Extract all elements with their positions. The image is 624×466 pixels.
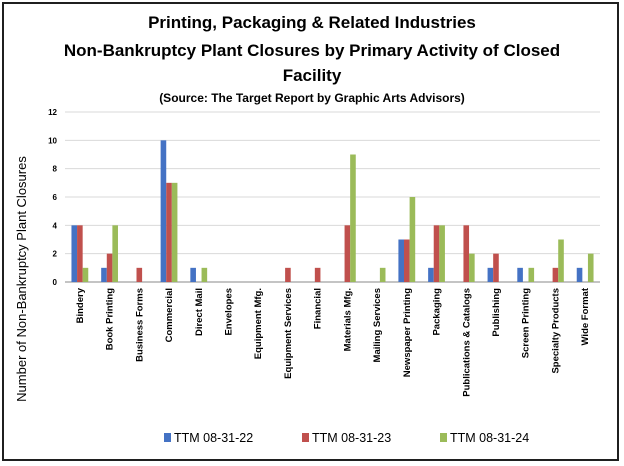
bar xyxy=(379,267,386,282)
y-tick-label: 12 xyxy=(48,108,57,117)
chart-subtitle: (Source: The Target Report by Graphic Ar… xyxy=(159,91,465,105)
x-tick-label: Bindery xyxy=(75,287,86,323)
y-tick-label: 4 xyxy=(53,221,58,230)
y-tick-label: 6 xyxy=(53,193,58,202)
legend-swatch xyxy=(164,433,171,442)
legend-swatch xyxy=(440,433,447,442)
legend-swatch xyxy=(302,433,309,442)
legend-label: TTM 08-31-22 xyxy=(174,431,253,445)
y-tick-label: 2 xyxy=(53,250,58,259)
y-tick-label: 0 xyxy=(53,278,58,287)
bar xyxy=(409,197,416,282)
bar xyxy=(136,267,143,282)
bar xyxy=(106,253,113,282)
chart-title-line-1: Printing, Packaging & Related Industries xyxy=(148,13,476,32)
bar xyxy=(576,267,583,282)
bar xyxy=(112,225,118,282)
legend-label: TTM 08-31-23 xyxy=(312,431,391,445)
legend-label: TTM 08-31-24 xyxy=(450,431,529,445)
x-tick-label: Specialty Products xyxy=(550,288,561,374)
x-tick-label: Business Forms xyxy=(134,288,145,362)
bar xyxy=(71,225,78,282)
x-tick-label: Wide Format xyxy=(580,287,591,345)
bar xyxy=(493,253,499,282)
bar xyxy=(314,267,321,282)
x-tick-label: Publishing xyxy=(491,288,502,337)
bar xyxy=(190,267,196,282)
bar xyxy=(201,267,208,282)
bar xyxy=(439,225,445,282)
chart-title-line-2: Non-Bankruptcy Plant Closures by Primary… xyxy=(63,41,561,60)
bar xyxy=(463,225,470,282)
bar xyxy=(398,239,405,282)
bar xyxy=(587,253,594,282)
bar xyxy=(285,267,291,282)
bar xyxy=(166,182,172,282)
bar xyxy=(517,267,523,282)
y-tick-label: 8 xyxy=(53,165,58,174)
bar xyxy=(160,140,167,282)
bar xyxy=(433,225,440,282)
bar xyxy=(428,267,434,282)
y-axis-title: Number of Non-Bankruptcy Plant Closures xyxy=(14,156,29,402)
x-tick-label: Equipment Mfg. xyxy=(253,288,264,359)
bar xyxy=(558,239,564,282)
x-tick-label: Publications & Catalogs xyxy=(461,288,472,397)
x-tick-label: Screen Printing xyxy=(521,288,532,358)
chart-title-line-3: Facility xyxy=(282,66,342,85)
bar xyxy=(171,182,178,282)
x-tick-label: Book Printing xyxy=(105,288,116,350)
bar xyxy=(82,267,89,282)
chart-frame xyxy=(2,2,619,461)
x-tick-label: Newspaper Printing xyxy=(402,288,413,377)
bar xyxy=(77,225,83,282)
bar xyxy=(344,225,351,282)
bar xyxy=(101,267,107,282)
y-tick-label: 10 xyxy=(48,136,57,145)
bar xyxy=(528,267,535,282)
bar xyxy=(469,253,475,282)
x-tick-label: Mailing Services xyxy=(372,288,383,362)
x-tick-label: Equipment Services xyxy=(283,288,294,379)
bar xyxy=(404,239,410,282)
x-tick-label: Direct Mail xyxy=(194,288,205,336)
x-tick-label: Materials Mfg. xyxy=(342,288,353,351)
x-tick-label: Financial xyxy=(313,288,324,329)
x-tick-label: Envelopes xyxy=(223,288,234,336)
bar xyxy=(487,267,494,282)
bar xyxy=(350,154,356,282)
bar xyxy=(552,267,559,282)
x-tick-label: Packaging xyxy=(432,288,443,336)
x-tick-label: Commercial xyxy=(164,288,175,342)
